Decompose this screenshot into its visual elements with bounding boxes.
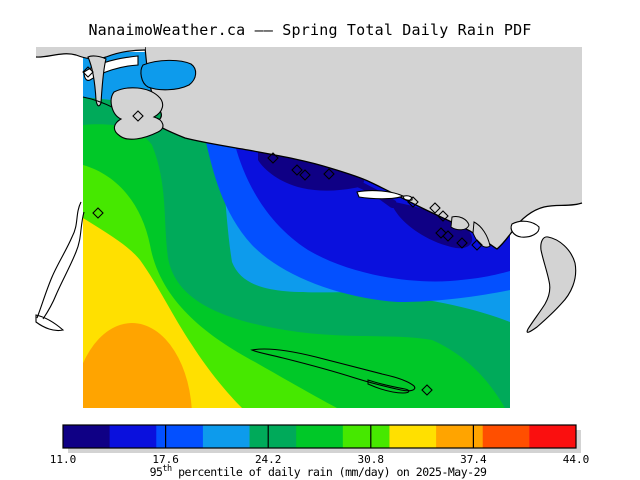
colorbar-segment bbox=[63, 425, 111, 448]
station-diamond-marker bbox=[437, 210, 449, 222]
caption-suffix: percentile of daily rain (mm/day) on 202… bbox=[172, 465, 487, 479]
station-diamond-marker bbox=[267, 152, 279, 164]
west-coast-line-2 bbox=[42, 211, 85, 320]
island-chain-detail bbox=[367, 379, 410, 394]
colorbar-segment bbox=[156, 425, 204, 448]
colorbar-segment bbox=[249, 425, 297, 448]
colorbar-segment bbox=[529, 425, 577, 448]
station-diamond-marker bbox=[429, 202, 441, 214]
whale-island bbox=[110, 87, 164, 140]
station-diamond-marker bbox=[132, 110, 144, 122]
colorbar-caption: 95th percentile of daily rain (mm/day) o… bbox=[150, 464, 487, 479]
caption-prefix: 95 bbox=[150, 465, 163, 479]
sliver-island bbox=[356, 190, 405, 200]
tiny-island bbox=[403, 195, 413, 201]
station-diamond-marker bbox=[323, 168, 335, 180]
peninsula-tongue bbox=[87, 55, 107, 107]
station-diamond-marker bbox=[471, 239, 483, 251]
west-coast-islet bbox=[35, 314, 65, 332]
pear-island bbox=[526, 236, 577, 333]
colorbar-tick-label: 11.0 bbox=[50, 453, 77, 466]
station-diamond-marker bbox=[421, 384, 433, 396]
plot-title: NanaimoWeather.ca —— Spring Total Daily … bbox=[88, 21, 531, 39]
colorbar-tick-label: 30.8 bbox=[358, 453, 385, 466]
station-diamond-marker bbox=[407, 196, 419, 208]
colorbar-segment bbox=[296, 425, 344, 448]
colorbar-border bbox=[62, 424, 577, 449]
station-diamond-marker bbox=[442, 230, 454, 242]
northwest-land-strip bbox=[36, 47, 145, 59]
station-diamond-marker bbox=[291, 164, 303, 176]
contour-band-orange bbox=[83, 323, 192, 408]
station-diamond-marker bbox=[92, 207, 104, 219]
colorbar-segment bbox=[436, 425, 484, 448]
colorbar-segment bbox=[342, 425, 390, 448]
gray-islet-1 bbox=[450, 216, 470, 231]
station-markers bbox=[82, 66, 483, 396]
colorbar-segment bbox=[389, 425, 437, 448]
contour-band-navy bbox=[258, 148, 473, 249]
caption-superscript: th bbox=[162, 464, 172, 474]
station-diamond-marker bbox=[299, 169, 311, 181]
colorbar-segment bbox=[482, 425, 530, 448]
colorbar-tick-lines bbox=[165, 425, 474, 448]
colorbar-cells bbox=[63, 425, 577, 448]
strait-water-patch bbox=[140, 59, 197, 91]
colorbar-tick-label: 37.4 bbox=[460, 453, 487, 466]
colorbar-tick-label: 44.0 bbox=[563, 453, 590, 466]
colorbar-segment bbox=[109, 425, 157, 448]
island-chain-outline bbox=[250, 348, 416, 392]
colorbar-segment bbox=[202, 425, 251, 448]
west-coast-line-1 bbox=[36, 201, 82, 319]
colorbar: 11.0 17.6 24.2 30.8 37.4 44.0 95th perce… bbox=[50, 424, 590, 479]
white-island-right bbox=[510, 220, 540, 238]
mainland-landmass bbox=[36, 47, 582, 249]
station-diamond-marker bbox=[456, 237, 468, 249]
colorbar-tick-label: 17.6 bbox=[152, 453, 179, 466]
colorbar-tick-label: 24.2 bbox=[255, 453, 282, 466]
station-diamond-marker bbox=[435, 227, 447, 239]
station-diamond-marker bbox=[82, 66, 94, 78]
